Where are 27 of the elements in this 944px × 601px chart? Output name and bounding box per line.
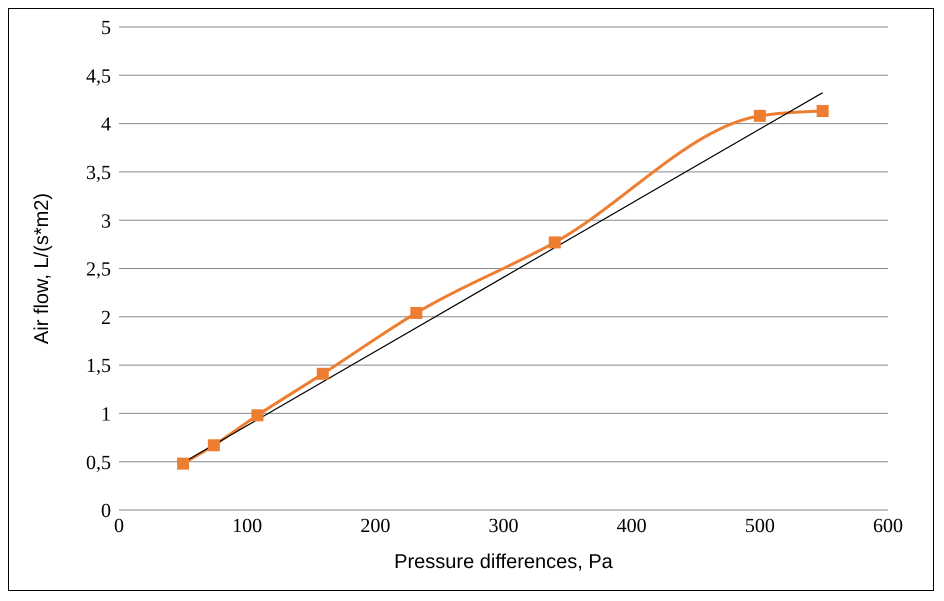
x-tick-label: 400 <box>616 515 647 538</box>
point <box>208 439 220 452</box>
y-tick-label: 5 <box>101 17 111 40</box>
y-tick-label: 3 <box>101 210 111 232</box>
point <box>816 105 829 118</box>
point <box>410 306 422 319</box>
point <box>316 368 329 380</box>
y-tick-label: 2,5 <box>86 258 111 281</box>
y-tick-label: 2 <box>101 306 111 329</box>
point <box>754 110 766 122</box>
y-tick-label: 4 <box>101 114 111 136</box>
x-tick-label: 600 <box>873 515 903 538</box>
y-tick-label: 1 <box>101 404 111 426</box>
x-tick-label: 500 <box>744 515 775 538</box>
point <box>548 236 561 248</box>
y-axis-title: Air flow, L/(s*m2) <box>31 192 54 344</box>
y-tick-label: 1,5 <box>86 355 111 378</box>
x-tick-label: 200 <box>360 515 390 538</box>
x-tick-label: 300 <box>488 515 518 538</box>
y-tick-label: 4,5 <box>86 65 111 88</box>
point <box>177 458 190 470</box>
x-tick-label: 100 <box>232 515 262 538</box>
x-axis-title: Pressure differences, Pa <box>394 551 614 573</box>
y-tick-label: 0,5 <box>86 452 111 474</box>
y-tick-label: 3,5 <box>86 162 111 184</box>
point <box>251 409 264 422</box>
y-tick-label: 0 <box>101 500 111 522</box>
